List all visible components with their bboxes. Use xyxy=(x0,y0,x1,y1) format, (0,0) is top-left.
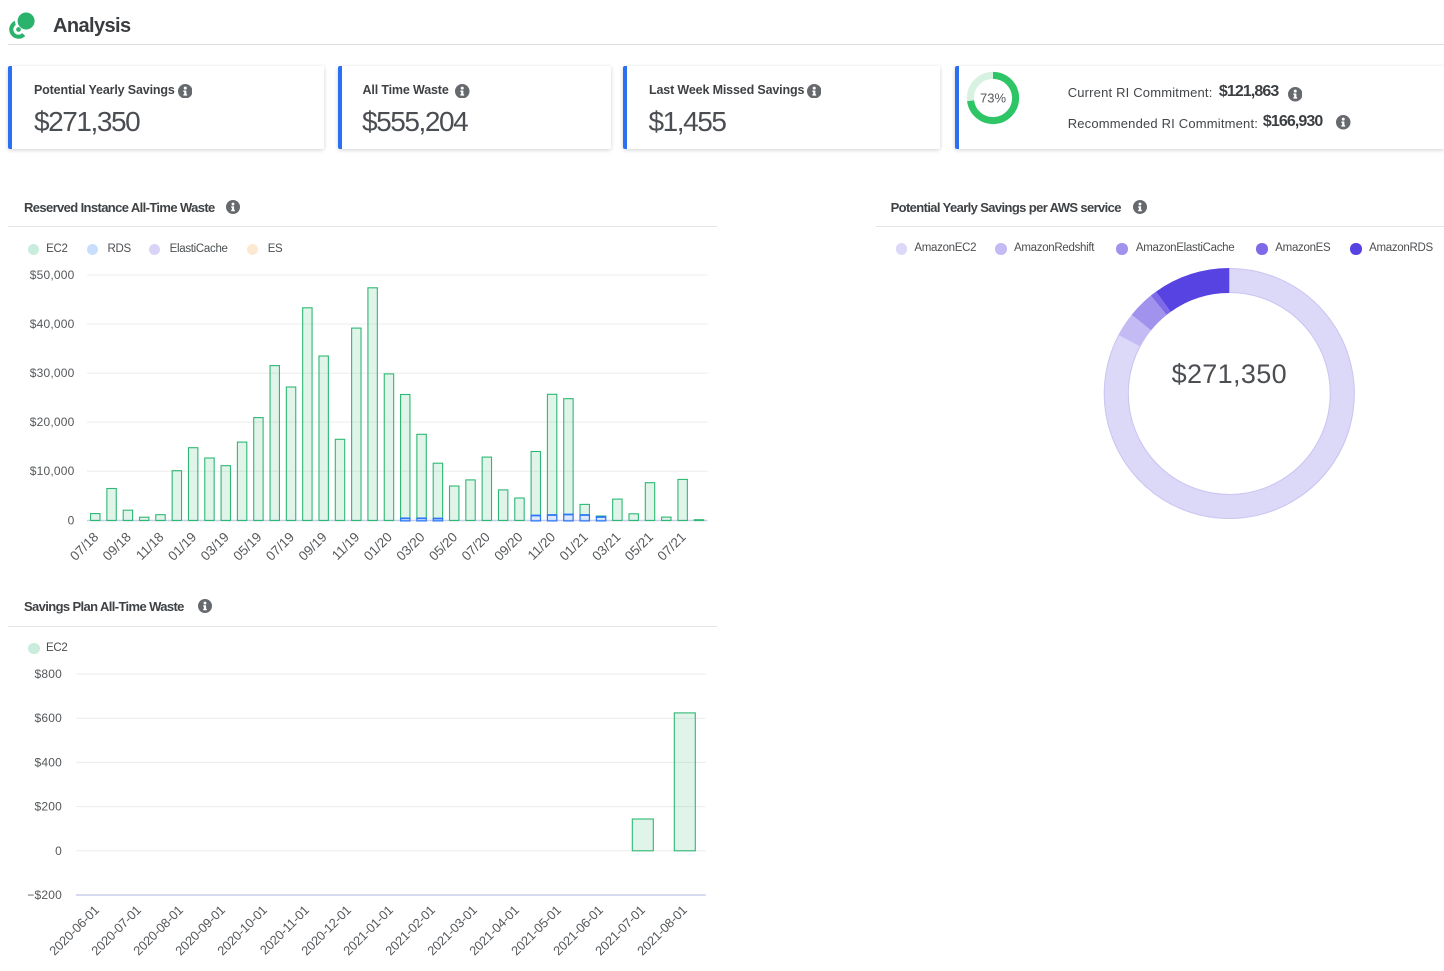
svg-text:11/19: 11/19 xyxy=(329,529,363,563)
svg-text:$200: $200 xyxy=(35,800,63,814)
svg-text:09/19: 09/19 xyxy=(295,529,329,563)
svg-text:05/19: 05/19 xyxy=(230,529,264,563)
svg-text:07/19: 07/19 xyxy=(263,529,297,563)
svg-text:$600: $600 xyxy=(35,711,63,725)
svg-text:05/20: 05/20 xyxy=(426,529,460,563)
svg-text:11/18: 11/18 xyxy=(133,529,167,563)
svg-text:$20,000: $20,000 xyxy=(30,415,75,429)
svg-text:09/20: 09/20 xyxy=(491,529,525,563)
svg-text:07/20: 07/20 xyxy=(459,529,493,563)
svg-text:$30,000: $30,000 xyxy=(30,366,75,380)
svg-text:07/18: 07/18 xyxy=(67,529,101,563)
svg-text:$40,000: $40,000 xyxy=(30,317,75,331)
svg-text:11/20: 11/20 xyxy=(525,529,559,563)
svg-text:−$200: −$200 xyxy=(27,888,62,902)
svg-text:09/18: 09/18 xyxy=(100,529,134,563)
svg-text:73%: 73% xyxy=(980,91,1006,106)
svg-text:01/20: 01/20 xyxy=(361,529,395,563)
svg-text:0: 0 xyxy=(68,514,75,528)
svg-text:$400: $400 xyxy=(35,755,63,769)
svg-text:$10,000: $10,000 xyxy=(30,464,75,478)
svg-text:03/19: 03/19 xyxy=(198,529,232,563)
svg-text:05/21: 05/21 xyxy=(622,529,656,563)
svg-text:0: 0 xyxy=(55,844,62,858)
svg-text:07/21: 07/21 xyxy=(654,529,688,563)
svg-text:01/21: 01/21 xyxy=(557,529,591,563)
svg-text:$50,000: $50,000 xyxy=(30,268,75,282)
svg-text:$800: $800 xyxy=(35,667,63,681)
svg-text:01/19: 01/19 xyxy=(165,529,199,563)
svg-text:03/20: 03/20 xyxy=(393,529,427,563)
svg-text:03/21: 03/21 xyxy=(589,529,623,563)
